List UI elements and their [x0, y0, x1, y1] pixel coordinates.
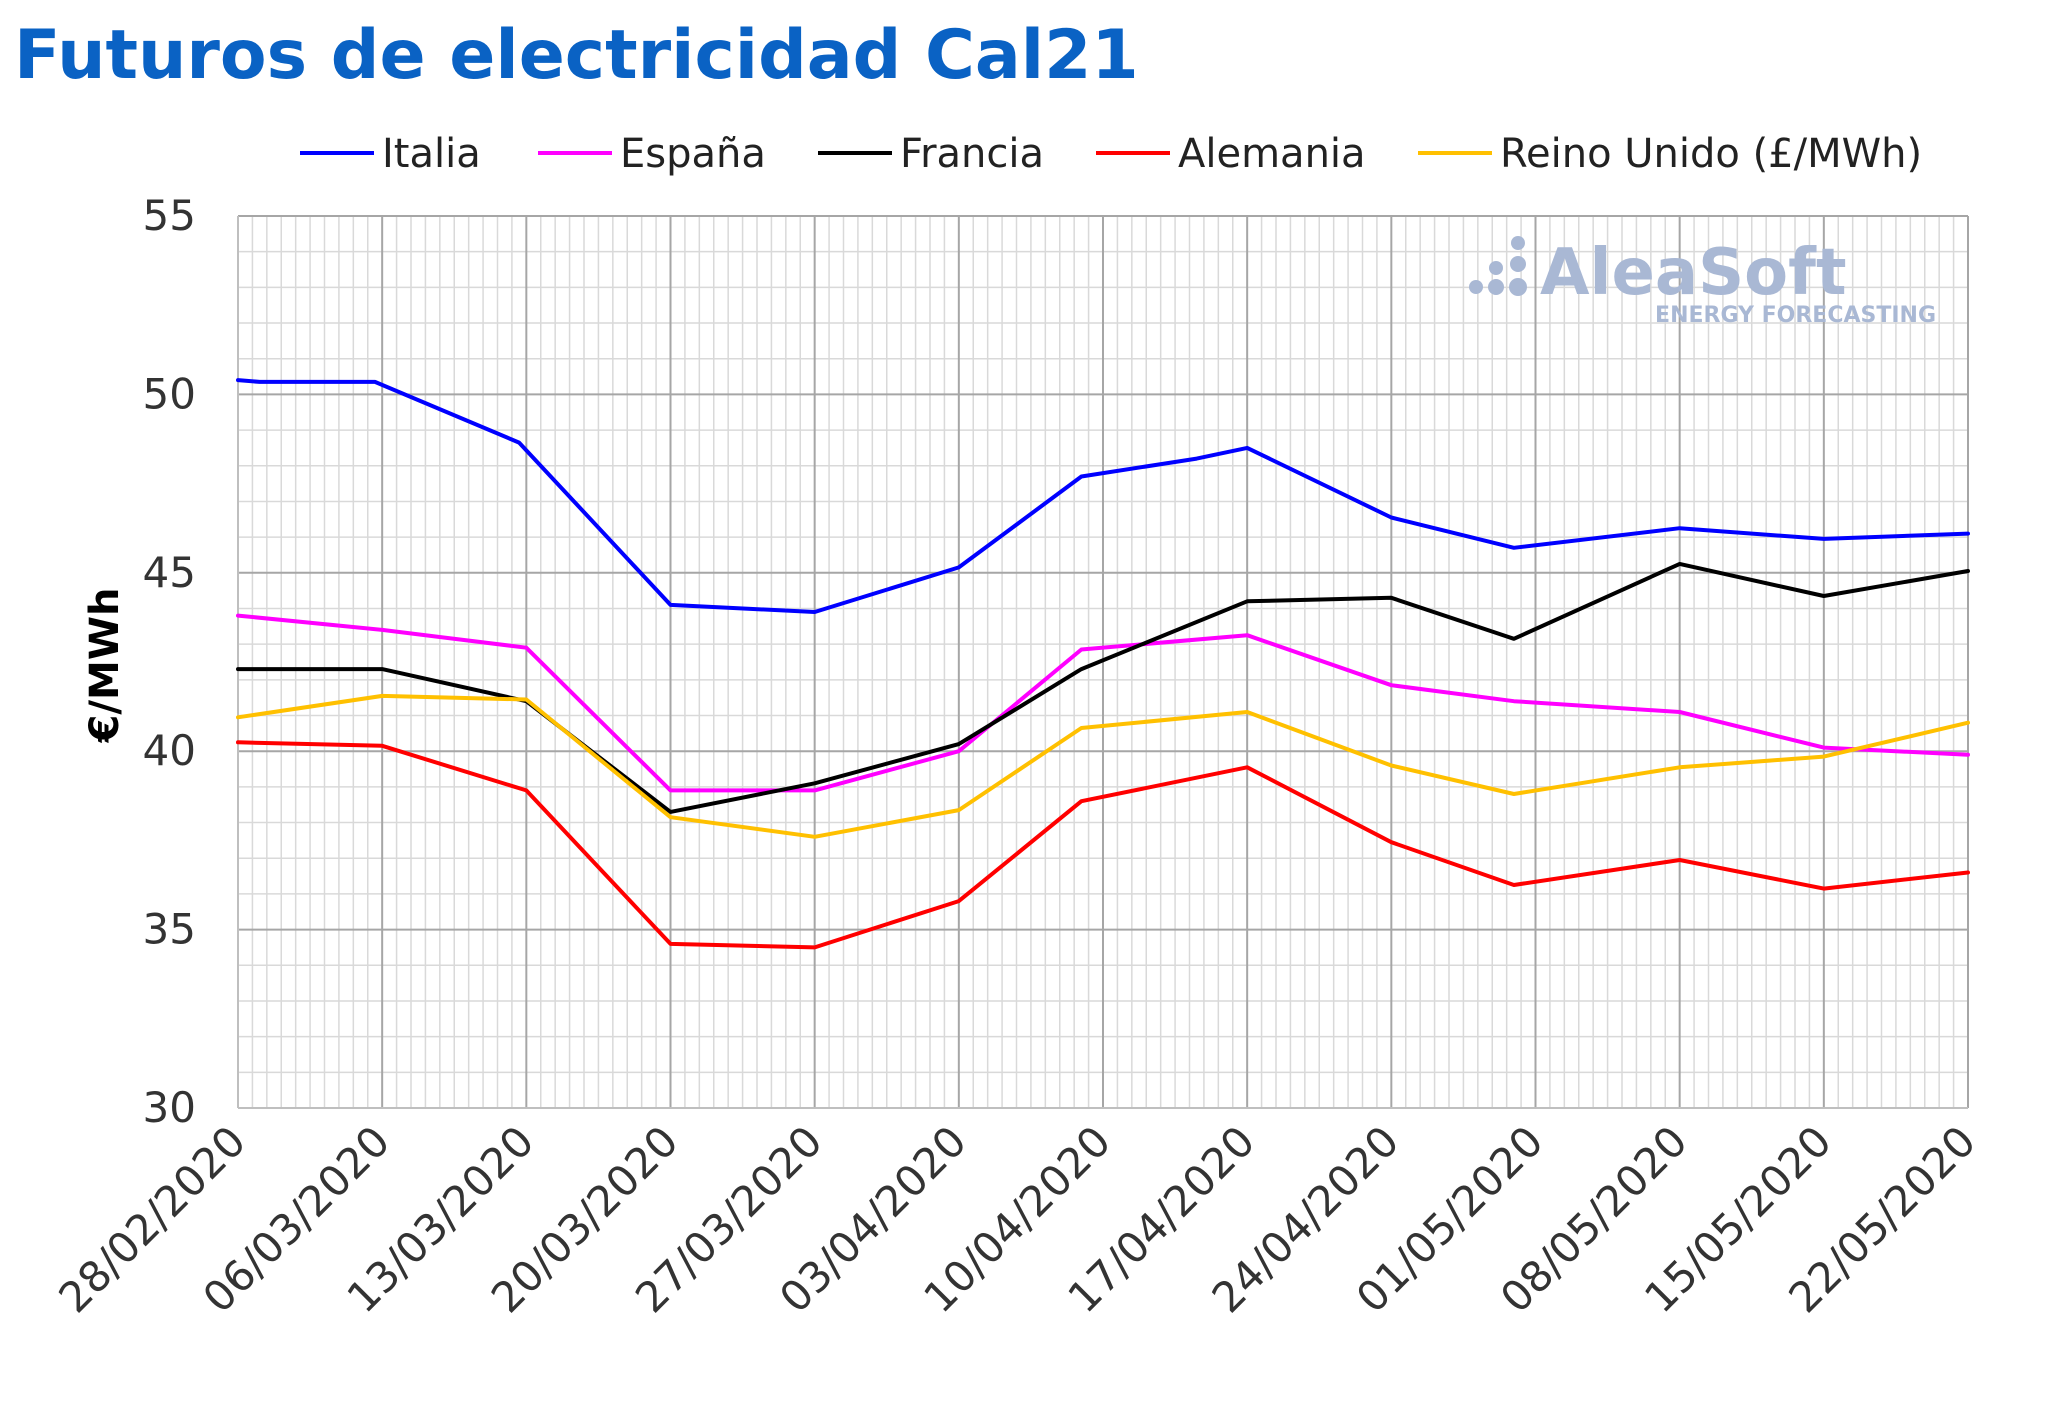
- y-tick-label: 35: [143, 905, 196, 954]
- axes-layer: [237, 216, 1968, 1109]
- logo-dot: [1511, 236, 1525, 250]
- series-line-espana: [236, 613, 1970, 793]
- legend-label: Reino Unido (£/MWh): [1500, 131, 1922, 177]
- aleasoft-logo-icon: [1469, 236, 1527, 296]
- series-layer: [236, 378, 1970, 950]
- aleasoft-watermark: AleaSoft ENERGY FORECASTING: [1469, 236, 1936, 328]
- legend-label: Italia: [382, 131, 481, 177]
- y-tick-labels: 30 35 40 45 50 55: [143, 191, 196, 1132]
- series-line-reino: [236, 693, 1970, 839]
- logo-dot: [1509, 278, 1527, 296]
- series-line-italia: [236, 378, 1970, 614]
- x-tick-labels: 28/02/202006/03/202013/03/202020/03/2020…: [49, 1116, 1985, 1322]
- logo-dot: [1489, 261, 1503, 275]
- logo-dot: [1488, 279, 1504, 295]
- chart-title: Futuros de electricidad Cal21: [14, 16, 1139, 95]
- watermark-brand: AleaSoft: [1540, 236, 1847, 310]
- series-line-alemania: [236, 740, 1970, 950]
- chart-legend: Italia España Francia Alemania Reino Unido (…: [300, 131, 1922, 177]
- y-tick-label: 40: [143, 726, 196, 775]
- y-tick-label: 55: [143, 191, 196, 240]
- legend-label: España: [620, 131, 766, 177]
- grid-layer: [237, 215, 1969, 1109]
- y-tick-label: 50: [143, 369, 196, 418]
- logo-dot: [1469, 280, 1483, 294]
- legend-label: Francia: [900, 131, 1044, 177]
- logo-dot: [1510, 256, 1526, 272]
- y-axis-label: €/MWh: [82, 588, 128, 744]
- watermark-tagline: ENERGY FORECASTING: [1655, 303, 1936, 328]
- y-tick-label: 45: [143, 548, 196, 597]
- y-tick-label: 30: [143, 1083, 196, 1132]
- legend-label: Alemania: [1178, 131, 1366, 177]
